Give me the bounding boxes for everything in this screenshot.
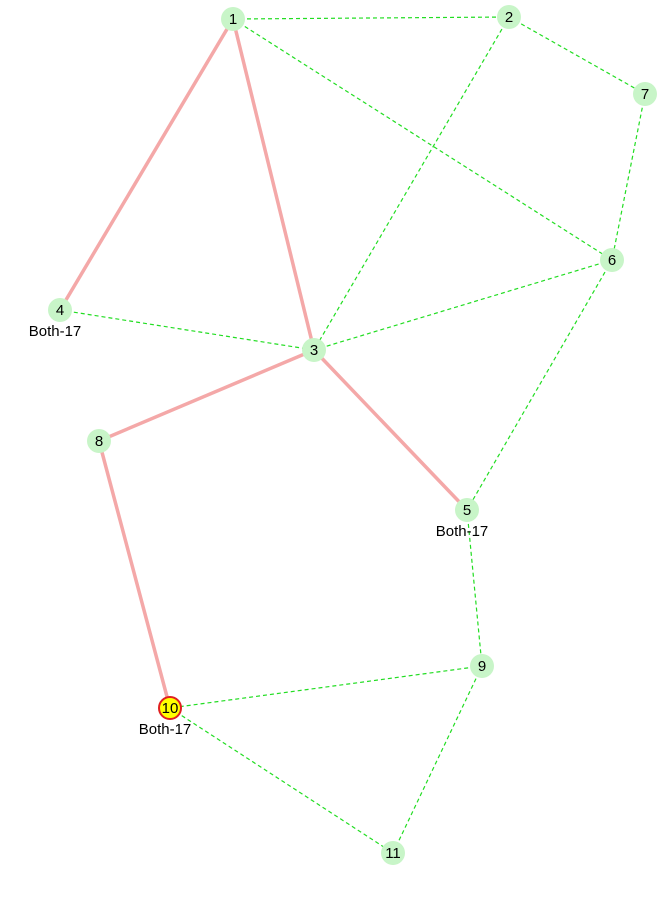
dashed-edge <box>169 665 483 709</box>
dashed-edge <box>169 707 394 854</box>
solid-edge <box>97 440 172 709</box>
node <box>221 7 245 31</box>
node-sublabel: Both-17 <box>436 523 489 540</box>
dashed-edge <box>313 16 510 351</box>
node <box>87 429 111 453</box>
solid-edge <box>312 348 469 512</box>
node-label: 10 <box>162 700 179 717</box>
node-label: 6 <box>608 252 616 269</box>
solid-edge <box>58 18 235 311</box>
highlighted-node <box>158 696 182 720</box>
dashed-edge <box>232 18 613 261</box>
solid-edge <box>231 18 316 351</box>
solid-edge <box>98 348 315 443</box>
node <box>381 841 405 865</box>
node <box>48 298 72 322</box>
node-label: 7 <box>641 86 649 103</box>
node-sublabel: Both-17 <box>139 721 192 738</box>
dashed-edge <box>611 93 646 261</box>
node <box>455 498 479 522</box>
node-label: 3 <box>310 342 318 359</box>
dashed-edge <box>59 309 315 351</box>
node <box>633 82 657 106</box>
dashed-edge <box>508 16 646 95</box>
node-label: 11 <box>385 845 401 862</box>
node <box>600 248 624 272</box>
node <box>497 5 521 29</box>
node-label: 4 <box>56 302 64 319</box>
node-label: 1 <box>229 11 237 28</box>
node-sublabel: Both-17 <box>29 323 82 340</box>
node-label: 9 <box>478 658 486 675</box>
node <box>302 338 326 362</box>
node-label: 2 <box>505 9 513 26</box>
dashed-edge <box>313 259 613 351</box>
dashed-edge <box>466 259 613 511</box>
node <box>470 654 494 678</box>
node-label: 8 <box>95 433 103 450</box>
node-label: 5 <box>463 502 471 519</box>
dashed-edge <box>466 509 483 667</box>
